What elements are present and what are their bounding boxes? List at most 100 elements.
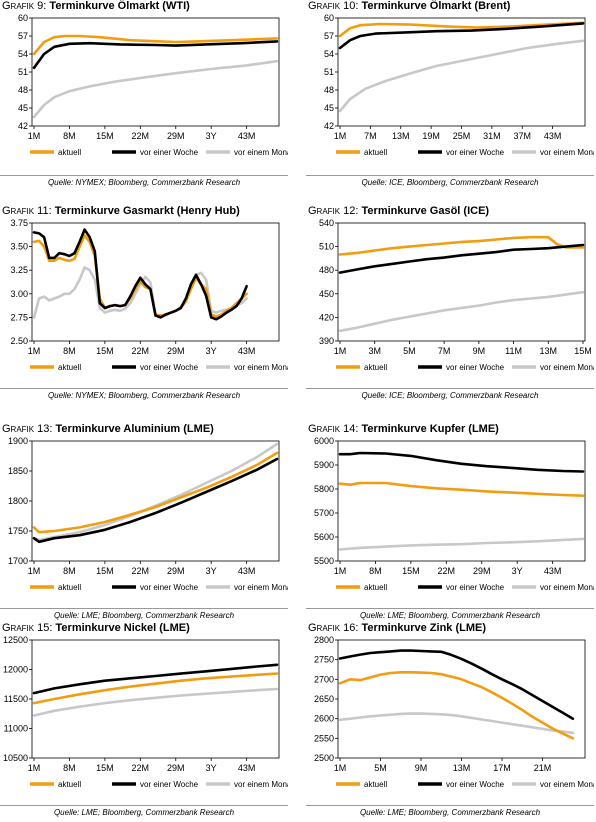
y-tick-label: 2750 <box>314 655 334 665</box>
series-line-woche <box>338 22 585 50</box>
chart-source: Quelle: LME; Bloomberg, Commerzbank Rese… <box>53 611 235 620</box>
y-tick-label: 45 <box>18 103 28 113</box>
x-tick-label: 1M <box>334 763 347 773</box>
x-tick-label: 15M <box>574 346 592 356</box>
chart-panel-6: Grafik 14: Terminkurve Kupfer (LME) 5500 5… <box>306 423 594 625</box>
series-line-woche <box>338 451 585 473</box>
series-line-aktuell <box>338 21 585 38</box>
divider <box>306 805 594 806</box>
x-tick-label: 1M <box>28 131 41 141</box>
x-tick-label: 8M <box>63 566 76 576</box>
chart-svg: 5500 5600 5700 5800 5900 6000 1M 8M 15M 22M 29M 3Y 4… <box>314 437 594 592</box>
y-tick-label: 5800 <box>314 484 334 494</box>
x-tick-label: 22M <box>132 763 150 773</box>
y-tick-label: 57 <box>18 31 28 41</box>
x-tick-label: 25M <box>453 131 471 141</box>
legend-label: aktuell <box>58 583 81 592</box>
y-tick-label: 2700 <box>314 674 334 684</box>
series-line-aktuell <box>32 34 279 56</box>
x-tick-label: 3Y <box>206 566 217 576</box>
y-tick-label: 11500 <box>4 694 28 704</box>
x-tick-label: 29M <box>167 131 185 141</box>
series-line-woche <box>338 649 575 720</box>
divider <box>0 608 288 609</box>
chart-title: Terminkurve Ölmarkt (WTI) <box>46 0 190 12</box>
divider <box>306 608 594 609</box>
series-line-aktuell <box>32 234 248 318</box>
legend-label: vor einem Monat <box>234 148 288 157</box>
legend-label: vor einer Woche <box>140 583 199 592</box>
chart-svg: 10500 11000 11500 12000 12500 1M 8M 15M 22M 29M 3Y… <box>3 636 288 789</box>
legend-label: vor einem Monat <box>540 583 594 592</box>
y-tick-label: 11000 <box>4 724 28 734</box>
chart-panel-7: Grafik 15: Terminkurve Nickel (LME) 10500… <box>0 622 288 822</box>
y-tick-label: 42 <box>18 121 28 131</box>
chart-label: Grafik 16: <box>308 622 359 634</box>
series-line-monat <box>32 442 279 542</box>
series-line-woche <box>32 40 279 70</box>
chart-svg: 42 45 48 51 54 57 60 1M 8M 15M 22M 29M 3Y 43M aktuell v… <box>18 14 288 157</box>
y-tick-label: 57 <box>324 31 334 41</box>
divider <box>0 805 288 806</box>
chart-svg: 1700 1750 1800 1850 1900 1M 8M 15M 22M 29M 3Y 43M ak… <box>8 437 288 592</box>
y-tick-label: 1800 <box>8 496 28 506</box>
series-line-woche <box>32 228 248 321</box>
legend-label: aktuell <box>364 363 387 372</box>
y-tick-label: 54 <box>324 49 334 59</box>
legend-label: vor einem Monat <box>234 583 288 592</box>
y-tick-label: 1850 <box>8 466 28 476</box>
x-tick-label: 37M <box>513 131 531 141</box>
y-tick-label: 1750 <box>8 526 28 536</box>
x-tick-label: 1M <box>334 131 347 141</box>
x-tick-label: 1M <box>334 566 347 576</box>
x-tick-label: 13M <box>540 346 558 356</box>
legend-label: vor einem Monat <box>234 780 288 789</box>
y-tick-label: 6000 <box>314 437 334 446</box>
legend-label: aktuell <box>364 583 387 592</box>
chart-label: Grafik 12: <box>308 205 359 217</box>
y-tick-label: 390 <box>319 336 334 346</box>
chart-label: Grafik 10: <box>308 0 359 12</box>
legend-label: vor einer Woche <box>446 780 505 789</box>
series-line-aktuell <box>338 235 585 256</box>
x-tick-label: 3M <box>368 346 381 356</box>
y-tick-label: 2500 <box>314 753 334 763</box>
y-tick-label: 480 <box>319 265 334 275</box>
legend-label: vor einer Woche <box>446 583 505 592</box>
y-tick-label: 2650 <box>314 694 334 704</box>
legend-label: aktuell <box>58 363 81 372</box>
y-tick-label: 10500 <box>3 753 28 763</box>
series-line-woche <box>32 457 279 544</box>
y-tick-label: 51 <box>18 67 28 77</box>
series-line-monat <box>338 290 585 333</box>
series-line-aktuell <box>32 672 279 705</box>
y-tick-label: 3.00 <box>10 289 28 299</box>
chart-title: Terminkurve Kupfer (LME) <box>358 423 499 435</box>
chart-panel-8: Grafik 16: Terminkurve Zink (LME) 2500 255… <box>306 622 594 822</box>
x-tick-label: 3Y <box>206 346 217 356</box>
chart-label: Grafik 14: <box>308 423 359 435</box>
x-tick-label: 9M <box>473 346 486 356</box>
y-tick-label: 12000 <box>3 665 28 675</box>
x-tick-label: 8M <box>369 566 382 576</box>
chart-panel-5: Grafik 13: Terminkurve Aluminium (LME) 17… <box>0 423 288 625</box>
x-tick-label: 3Y <box>206 763 217 773</box>
x-tick-label: 22M <box>132 346 150 356</box>
x-tick-label: 43M <box>238 763 256 773</box>
y-tick-label: 2600 <box>314 714 334 724</box>
series-line-monat <box>338 39 585 113</box>
x-tick-label: 3Y <box>206 131 217 141</box>
chart-title: Terminkurve Gasmarkt (Henry Hub) <box>51 205 240 217</box>
y-tick-label: 2.75 <box>10 312 28 322</box>
series-line-aktuell <box>338 481 585 497</box>
x-tick-label: 1M <box>28 566 41 576</box>
y-tick-label: 60 <box>324 14 334 23</box>
series-line-monat <box>32 266 248 319</box>
y-tick-label: 3.50 <box>10 242 28 252</box>
y-tick-label: 2.50 <box>10 336 28 346</box>
y-tick-label: 5500 <box>314 556 334 566</box>
x-tick-label: 5M <box>403 346 416 356</box>
legend-label: vor einer Woche <box>446 363 505 372</box>
series-line-monat <box>32 59 279 119</box>
x-tick-label: 15M <box>96 566 114 576</box>
